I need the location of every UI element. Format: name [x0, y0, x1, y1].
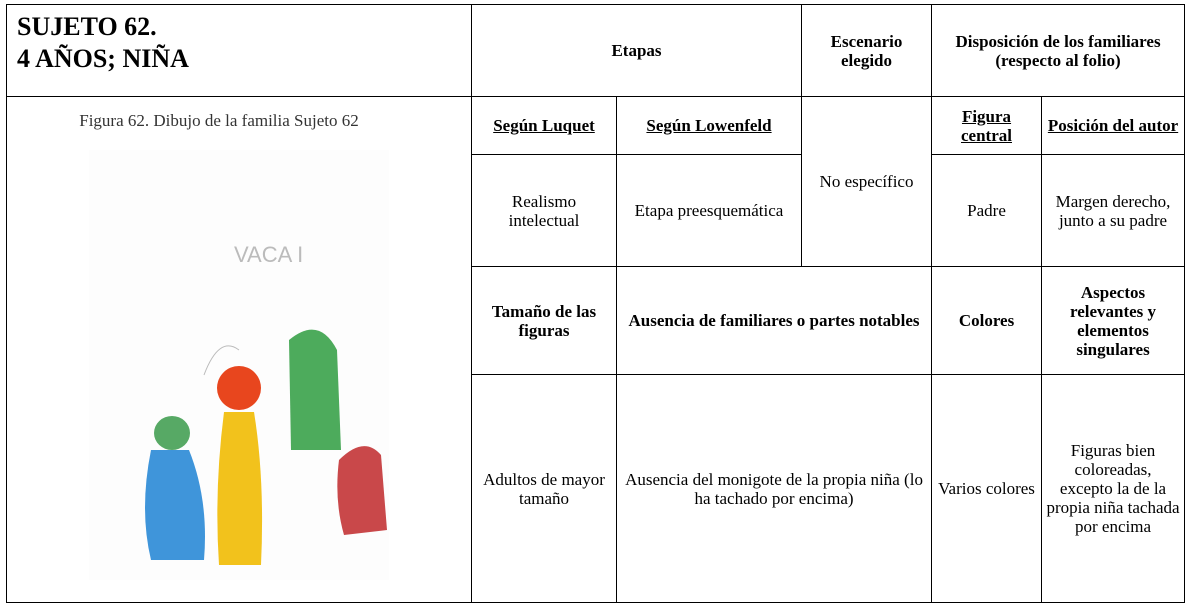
title-line: SUJETO 62.: [17, 12, 157, 41]
cell: Realismo intelectual: [471, 154, 617, 267]
subheader-text: Posición del autor: [1047, 116, 1179, 135]
subheader-cell: Ausencia de familiares o partes notables: [615, 266, 933, 375]
head: [154, 416, 190, 450]
cell: No específico: [801, 96, 933, 267]
figure: [289, 329, 341, 450]
header-cell: Disposición de los familiares (respecto …: [931, 4, 1186, 97]
subject-title: SUJETO 62. 4 AÑOS; NIÑA: [6, 4, 472, 97]
subheader-cell: Aspectos relevantes y elementos singular…: [1041, 266, 1186, 375]
subheader-cell: Figura central: [931, 96, 1043, 155]
figure: [337, 446, 387, 535]
cell: Margen derecho, junto a su padre: [1041, 154, 1186, 267]
header-cell: Etapas: [470, 4, 803, 97]
cell: Varios colores: [931, 374, 1043, 603]
scribble-text: VACA I: [234, 242, 303, 267]
subject-table: SUJETO 62. 4 AÑOS; NIÑA Etapas Escenario …: [6, 4, 1186, 603]
subheader-text: Figura central: [961, 106, 1012, 145]
drawing: VACA I: [89, 150, 389, 580]
subheader-cell: Según Luquet: [471, 96, 617, 155]
figure-cell: Figura 62. Dibujo de la familia Sujeto 6…: [6, 96, 472, 603]
scribble: [203, 345, 240, 376]
subheader-cell: Colores: [931, 266, 1043, 375]
header-cell: Escenario elegido: [801, 4, 933, 97]
cell: Ausencia del monigote de la propia niña …: [615, 374, 933, 603]
cell: Figuras bien coloreadas, excepto la de l…: [1041, 374, 1186, 603]
cell: Padre: [931, 154, 1043, 267]
title-line: 4 AÑOS; NIÑA: [17, 44, 189, 73]
subheader-cell: Según Lowenfeld: [615, 96, 803, 155]
figure-caption: Figura 62. Dibujo de la familia Sujeto 6…: [79, 111, 359, 130]
body: [145, 450, 205, 560]
body: [217, 412, 263, 565]
subheader-cell: Tamaño de las figuras: [471, 266, 617, 375]
cell: Etapa preesquemática: [615, 154, 803, 267]
subheader-text: Según Luquet: [493, 116, 595, 135]
head: [217, 366, 261, 410]
subheader-text: Según Lowenfeld: [646, 116, 772, 135]
subheader-cell: Posición del autor: [1041, 96, 1186, 155]
cell: Adultos de mayor tamaño: [471, 374, 617, 603]
